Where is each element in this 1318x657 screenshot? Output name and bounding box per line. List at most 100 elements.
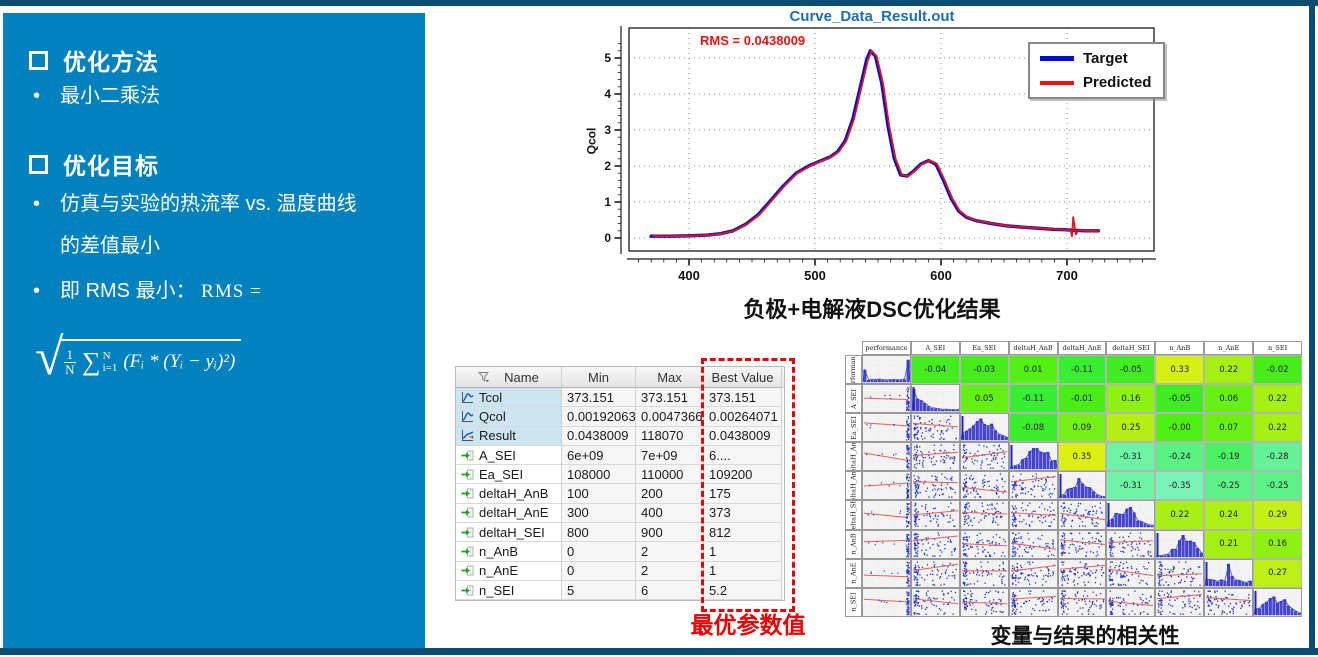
matrix-correlation-cell: -0.08 [1008,413,1058,443]
matrix-row-label-performance: performance [845,355,862,385]
cell-best-value: 373.151 [704,388,782,408]
left-panel: 优化方法 • 最小二乘法 优化目标 • 仿真与实验的热流率 vs. 温度曲线 的… [3,13,425,648]
cell-min: 300 [562,503,636,524]
matrix-scatter-cell [862,442,911,472]
chart-plot-area: 400 500 600 700 0 1 2 3 4 5 [604,26,1156,283]
result-icon [461,429,474,442]
param-icon [461,487,474,500]
panel-heading-goal: 优化目标 [29,147,159,181]
target-line-swatch [1040,56,1074,61]
cell-max: 400 [636,503,704,524]
cell-max: 373.151 [636,388,704,408]
bullet-text: 最小二乘法 [60,85,161,107]
table-row[interactable]: Tcol 373.151 373.151 373.151 [456,388,784,408]
matrix-scatter-cell [1008,471,1058,501]
matrix-histogram-cell [1155,529,1205,559]
chart-caption: 负极+电解液DSC优化结果 [743,297,1001,322]
table-row[interactable]: n_AnB 0 2 1 [456,542,784,562]
matrix-correlation-cell: 0.22 [1204,355,1254,385]
matrix-scatter-cell [1106,587,1156,617]
matrix-scatter-cell [1057,529,1107,559]
matrix-col-header-deltaH_SEI: deltaH_SEI [1106,341,1156,355]
cell-min: 373.151 [562,388,636,408]
matrix-scatter-cell [959,471,1009,501]
matrix-correlation-cell: -0.31 [1106,471,1156,501]
table-row[interactable]: deltaH_AnE 300 400 373 [456,503,784,524]
matrix-correlation-cell: 0.29 [1253,500,1303,530]
radical-sign: √ [35,329,64,386]
matrix-scatter-cell [959,587,1009,617]
panel-bullet-curve-diff: • 仿真与实验的热流率 vs. 温度曲线 的差值最小 [33,183,357,267]
matrix-scatter-cell [910,500,960,530]
heading-text: 优化目标 [63,153,159,179]
table-row[interactable]: deltaH_SEI 800 900 812 [456,523,784,543]
cell-min: 100 [562,484,636,504]
matrix-row-label-A_SEI: A_SEI [845,384,862,414]
cell-name: Tcol [456,388,562,408]
legend-label: Target [1083,50,1128,67]
matrix-histogram-cell [1008,442,1058,472]
legend-item-target: Target [1040,50,1151,67]
matrix-correlation-cell: 0.22 [1253,413,1303,443]
cell-name: deltaH_AnE [456,503,562,524]
filter-icon[interactable] [478,371,490,383]
matrix-col-header-deltaH_AnE: deltaH_AnE [1057,341,1107,355]
matrix-scatter-cell [1204,587,1254,617]
matrix-correlation-cell: 0.22 [1253,384,1303,414]
top-border-bar [0,0,1318,6]
matrix-col-header-Ea_SEI: Ea_SEI [959,341,1009,355]
param-icon [461,468,474,481]
matrix-correlation-cell: 0.07 [1204,413,1254,443]
matrix-correlation-cell: 0.06 [1204,384,1254,414]
matrix-correlation-cell: 0.01 [1008,355,1058,385]
matrix-row-label-deltaH_AnB: deltaH_AnB [845,442,862,472]
sum-lower: i=1 [102,362,118,375]
matrix-scatter-cell [1008,587,1058,617]
matrix-correlation-cell: 0.21 [1204,529,1254,559]
bottom-border-bar [0,648,1318,655]
table-header-row: Name Min Max Best Value [456,367,784,388]
dot-bullet-icon: • [33,193,41,215]
table-row[interactable]: n_SEI 5 6 5.2 [456,580,784,601]
matrix-scatter-cell [1155,558,1205,588]
matrix-correlation-cell: 0.33 [1155,355,1205,385]
matrix-correlation-cell: 0.22 [1155,500,1205,530]
rms-annotation: RMS = 0.0438009 [700,33,806,48]
matrix-correlation-cell: 0.05 [959,384,1009,414]
dot-bullet-icon: • [33,85,41,107]
cell-best-value: 1 [704,542,782,562]
table-row[interactable]: Qcol 0.00192063 0.0047366 0.00264071 [456,407,784,427]
table-row[interactable]: A_SEI 6e+09 7e+09 6.... [456,445,784,466]
matrix-row-label-n_AnB: n_AnB [845,529,862,559]
matrix-col-header-A_SEI: A_SEI [910,341,960,355]
matrix-row-label-Ea_SEI: Ea_SEI [845,413,862,443]
matrix-histogram-cell [910,384,960,414]
dsc-curve-chart: Curve_Data_Result.out 400 500 600 700 0 1 2 3 4 5… [572,6,1172,292]
cell-best-value: 0.00264071 [704,407,782,427]
matrix-col-header-n_SEI: n_SEI [1253,341,1303,355]
svg-text:600: 600 [930,268,952,283]
table-row[interactable]: Result 0.0438009 118070 0.0438009 [456,426,784,446]
svg-text:3: 3 [604,123,611,137]
matrix-scatter-cell [910,558,960,588]
table-row[interactable]: deltaH_AnB 100 200 175 [456,484,784,504]
matrix-scatter-cell [1057,500,1107,530]
cell-max: 6 [636,580,704,601]
param-icon [461,564,474,577]
rms-equals: RMS = [201,281,262,302]
cell-name: Qcol [456,407,562,427]
cell-name: A_SEI [456,445,562,466]
matrix-histogram-cell [1253,587,1303,617]
param-icon [461,526,474,539]
matrix-correlation-cell: 0.16 [1253,529,1303,559]
matrix-scatter-cell [862,558,911,588]
matrix-caption: 变量与结果的相关性 [990,625,1180,648]
cell-name: Result [456,426,562,446]
matrix-col-header-deltaH_AnB: deltaH_AnB [1008,341,1058,355]
bullet-text: 即 RMS 最小： RMS = [60,270,262,313]
cell-max: 200 [636,484,704,504]
matrix-histogram-cell [1204,558,1254,588]
table-row[interactable]: Ea_SEI 108000 110000 109200 [456,465,784,485]
table-row[interactable]: n_AnE 0 2 1 [456,561,784,581]
cell-best-value: 0.0438009 [704,426,782,446]
